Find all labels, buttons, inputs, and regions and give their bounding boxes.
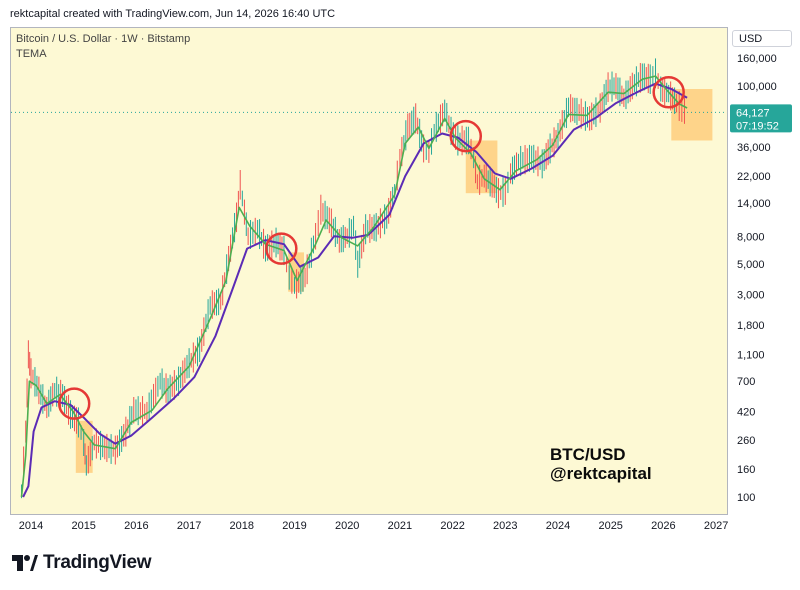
price-tick-label: 5,000 xyxy=(737,259,765,271)
price-tick-label: 160 xyxy=(737,464,755,476)
time-tick-label: 2017 xyxy=(177,520,201,532)
price-tick-label: 100,000 xyxy=(737,81,777,93)
fast-tema-line xyxy=(20,75,688,498)
cross-marker-circle-3 xyxy=(449,119,483,153)
time-tick-label: 2026 xyxy=(651,520,675,532)
time-tick-label: 2027 xyxy=(704,520,728,532)
price-tick-label: 100 xyxy=(737,492,755,504)
cross-marker-circle-4 xyxy=(652,75,685,109)
currency-selector[interactable]: USD xyxy=(732,30,792,47)
price-tick-label: 700 xyxy=(737,376,755,388)
cross-marker-circle-1 xyxy=(57,387,91,420)
price-tick-label: 1,100 xyxy=(737,349,765,361)
price-tick-label: 160,000 xyxy=(737,53,777,65)
price-tick-label: 420 xyxy=(737,407,755,419)
price-tick-label: 22,000 xyxy=(737,171,771,183)
price-tick-label: 8,000 xyxy=(737,231,765,243)
time-axis[interactable] xyxy=(10,515,728,537)
price-chart: 160,000100,00064,00036,00022,00014,0008,… xyxy=(11,53,792,532)
symbol-info: Bitcoin / U.S. Dollar · 1W · Bitstamp xyxy=(16,33,191,45)
time-tick-label: 2023 xyxy=(493,520,517,532)
watermark-symbol: BTC/USD xyxy=(550,445,626,464)
tradingview-logo-icon xyxy=(12,555,38,571)
price-tick-label: 3,000 xyxy=(737,290,765,302)
time-tick-label: 2021 xyxy=(388,520,412,532)
price-tick-label: 36,000 xyxy=(737,142,771,154)
time-tick-label: 2020 xyxy=(335,520,359,532)
current-price-countdown: 07:19:52 xyxy=(736,120,779,132)
time-tick-label: 2025 xyxy=(598,520,622,532)
time-tick-label: 2018 xyxy=(230,520,254,532)
time-tick-label: 2024 xyxy=(546,520,570,532)
time-tick-label: 2015 xyxy=(71,520,95,532)
time-tick-label: 2019 xyxy=(282,520,306,532)
slow-tema-line xyxy=(22,82,688,498)
cross-marker-circle-2 xyxy=(265,232,298,265)
chart-watermark: BTC/USD @rektcapital xyxy=(550,445,652,483)
tradingview-logo[interactable]: TradingView xyxy=(12,552,152,574)
current-price-badge xyxy=(730,104,792,133)
price-tick-label: 1,800 xyxy=(737,320,765,332)
watermark-handle: @rektcapital xyxy=(550,464,652,483)
price-tick-label: 260 xyxy=(737,435,755,447)
highlight-zone-4 xyxy=(671,89,713,141)
time-tick-label: 2016 xyxy=(124,520,148,532)
time-tick-label: 2014 xyxy=(19,520,43,532)
chart-author-header: rektcapital created with TradingView.com… xyxy=(10,8,336,20)
time-tick-label: 2022 xyxy=(440,520,464,532)
indicator-label[interactable]: TEMA xyxy=(16,48,47,60)
price-tick-label: 14,000 xyxy=(737,198,771,210)
current-price-value: 64,127 xyxy=(736,107,770,119)
tradingview-wordmark: TradingView xyxy=(43,552,152,573)
